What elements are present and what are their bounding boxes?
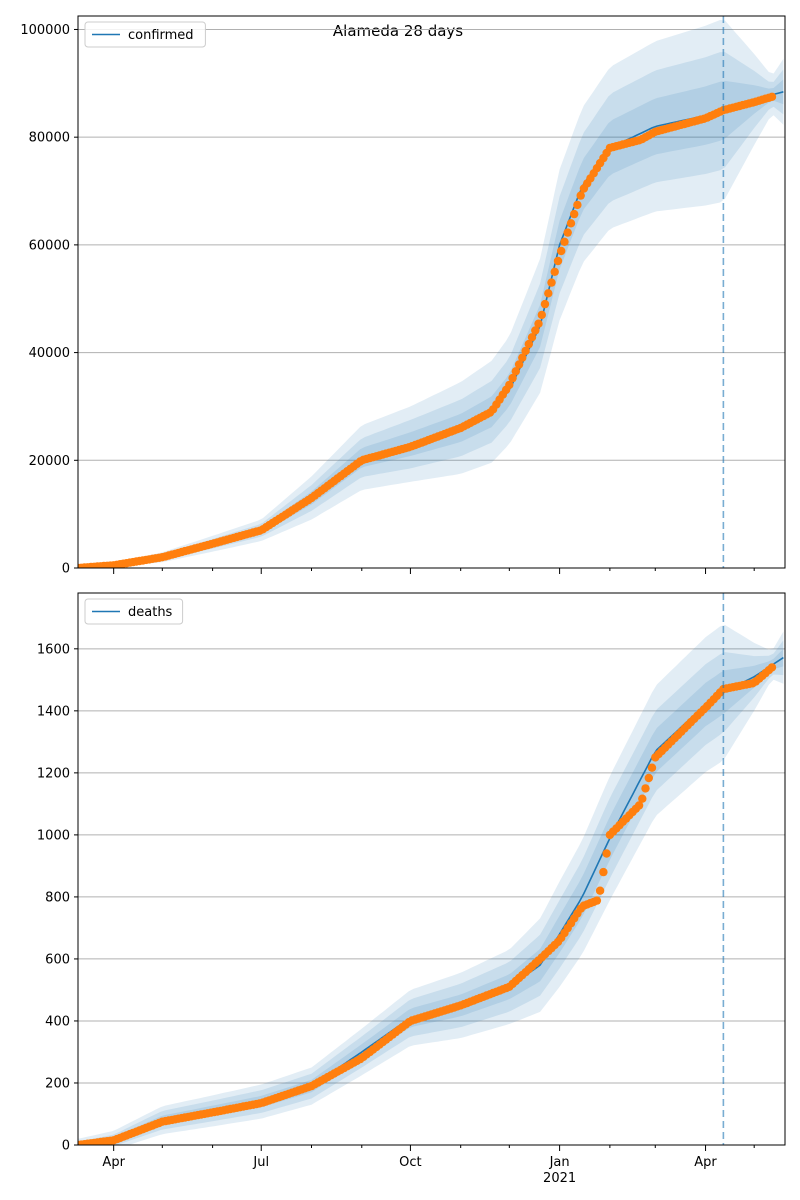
figure-title: Alameda 28 days — [333, 22, 463, 40]
y-tick-label: 80000 — [29, 131, 70, 146]
observed-point — [647, 763, 657, 772]
observed-point — [550, 267, 559, 276]
y-tick-label: 400 — [45, 1014, 70, 1029]
observed-point — [537, 310, 546, 320]
legend: confirmed — [84, 21, 206, 48]
observed-point — [527, 333, 537, 342]
observed-point — [518, 353, 527, 362]
observed-point — [602, 849, 611, 858]
deaths-chart-panel: 0 200 400 600 800 1000 1200 1400 1600 Apr Jul Oct Ja… — [37, 592, 786, 1186]
observed-point — [553, 256, 563, 266]
y-tick-label: 200 — [45, 1076, 70, 1091]
observed-point — [573, 200, 582, 210]
legend-box — [84, 21, 206, 48]
observed-point — [524, 339, 533, 349]
y-tick-label: 800 — [45, 890, 70, 905]
plot-area — [78, 16, 784, 568]
observed-point — [595, 886, 605, 895]
observed-point — [560, 237, 569, 246]
observed-point — [641, 784, 650, 793]
x-tick-label: Jul — [252, 1155, 269, 1170]
observed-point — [599, 867, 608, 877]
x-tick-label: Apr — [102, 1155, 125, 1170]
observed-point — [767, 92, 777, 102]
confidence-band-outer — [78, 625, 784, 1145]
observed-point — [521, 346, 530, 356]
y-tick-label: 40000 — [29, 346, 70, 361]
y-tick-label: 1400 — [37, 704, 70, 719]
observed-point — [638, 794, 647, 803]
observed-point — [544, 289, 553, 298]
legend-label: confirmed — [128, 28, 194, 43]
observed-point — [531, 326, 540, 335]
x-year-label: 2021 — [543, 1171, 576, 1186]
y-tick-label: 20000 — [29, 454, 70, 469]
observed-point — [511, 367, 520, 376]
observed-point — [514, 360, 524, 369]
observed-point — [540, 299, 550, 309]
confidence-band-middle — [78, 640, 784, 1145]
observed-point — [592, 896, 602, 905]
observed-point — [508, 373, 517, 383]
plot-area — [78, 593, 784, 1145]
y-tick-label: 100000 — [20, 23, 70, 38]
y-tick-label: 0 — [62, 1139, 70, 1154]
observed-point — [767, 663, 777, 672]
legend-label: deaths — [128, 605, 173, 620]
observed-point — [576, 191, 585, 200]
observed-point — [534, 319, 543, 328]
observed-point — [570, 209, 579, 219]
x-tick-label: Oct — [399, 1155, 421, 1170]
observed-point — [505, 380, 514, 390]
legend-box — [84, 598, 184, 625]
y-tick-label: 600 — [45, 952, 70, 967]
confirmed-chart-panel: 0 20000 40000 60000 80000 100000 confirmed — [20, 15, 786, 577]
observed-point — [644, 773, 653, 783]
observed-point — [566, 219, 576, 228]
confidence-band-inner — [78, 79, 784, 568]
axes-frame — [77, 592, 786, 1146]
axes-frame — [77, 15, 786, 569]
y-tick-label: 60000 — [29, 238, 70, 253]
legend: deaths — [84, 598, 184, 625]
x-tick-label: Jan — [549, 1155, 570, 1170]
observed-point — [547, 278, 556, 287]
y-tick-label: 0 — [62, 562, 70, 577]
x-tick-label: Apr — [694, 1155, 717, 1170]
observed-point — [563, 228, 572, 237]
y-tick-label: 1200 — [37, 766, 70, 781]
observed-point — [557, 246, 566, 256]
confidence-band-middle — [78, 52, 784, 568]
y-tick-label: 1000 — [37, 828, 70, 843]
y-tick-label: 1600 — [37, 642, 70, 657]
observed-point — [634, 801, 644, 810]
